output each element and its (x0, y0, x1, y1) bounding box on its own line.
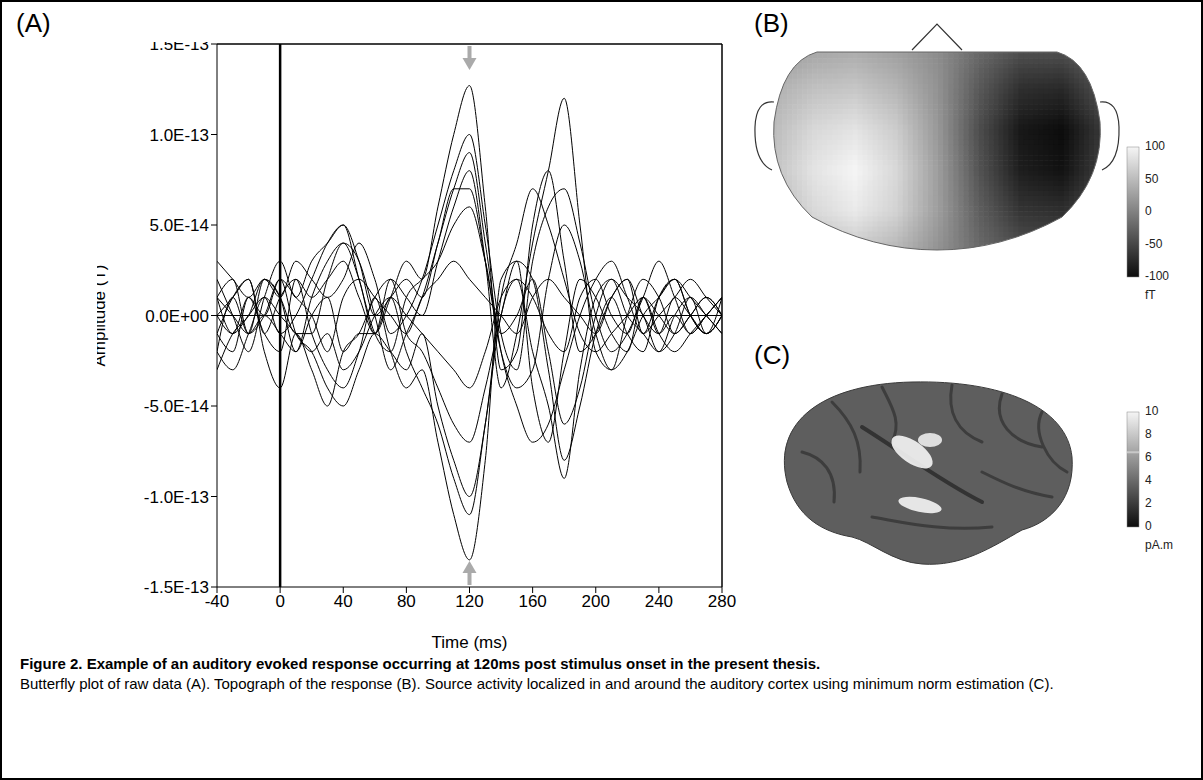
svg-text:-1.5E-13: -1.5E-13 (144, 578, 209, 597)
svg-text:-100: -100 (1145, 269, 1169, 283)
svg-text:0: 0 (275, 592, 284, 611)
svg-text:200: 200 (582, 592, 610, 611)
svg-text:160: 160 (518, 592, 546, 611)
html-text:(B): (B) (754, 8, 789, 38)
html-text:Figure 2. Example of an audito: Figure 2. Example of an auditory evoked … (20, 655, 821, 672)
svg-text:Amplitude (T): Amplitude (T) (97, 264, 109, 366)
svg-text:240: 240 (645, 592, 673, 611)
svg-text:pA.m: pA.m (1145, 538, 1173, 552)
svg-text:6: 6 (1145, 450, 1152, 464)
svg-text:-50: -50 (1145, 237, 1163, 251)
svg-text:280: 280 (708, 592, 736, 611)
svg-text:0: 0 (1145, 204, 1152, 218)
svg-text:10: 10 (1145, 404, 1159, 418)
svg-text:0.0E+00: 0.0E+00 (145, 307, 209, 326)
svg-text:4: 4 (1145, 473, 1152, 487)
svg-text:-5.0E-14: -5.0E-14 (144, 397, 209, 416)
svg-text:5.0E-14: 5.0E-14 (149, 216, 209, 235)
svg-text:1.5E-13: 1.5E-13 (149, 42, 209, 54)
svg-text:fT: fT (1145, 288, 1156, 302)
svg-text:2: 2 (1145, 496, 1152, 510)
html-text:(C): (C) (754, 340, 791, 370)
svg-text:80: 80 (397, 592, 416, 611)
svg-text:1.0E-13: 1.0E-13 (149, 126, 209, 145)
svg-text:40: 40 (334, 592, 353, 611)
svg-text:Time (ms): Time (ms) (432, 633, 508, 652)
svg-text:8: 8 (1145, 427, 1152, 441)
svg-text:-40: -40 (204, 592, 230, 612)
html-text:(A): (A) (16, 8, 51, 38)
svg-text:50: 50 (1145, 172, 1159, 186)
svg-text:0: 0 (1145, 519, 1152, 533)
html-text:Butterfly plot of raw data (A): Butterfly plot of raw data (A). Topograp… (20, 675, 1054, 692)
svg-text:100: 100 (1145, 139, 1165, 153)
svg-text:-1.0E-13: -1.0E-13 (144, 488, 209, 507)
svg-text:120: 120 (455, 592, 483, 611)
